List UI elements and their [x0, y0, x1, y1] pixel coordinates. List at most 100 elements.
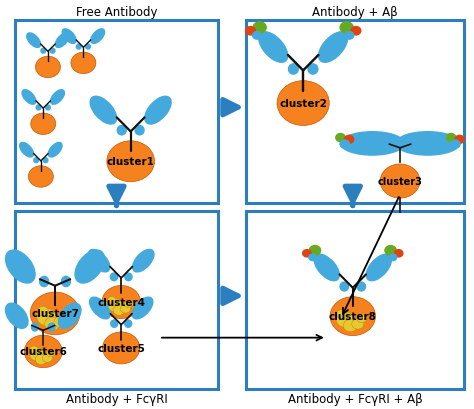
Ellipse shape: [90, 97, 117, 125]
Circle shape: [125, 301, 133, 308]
Ellipse shape: [43, 158, 48, 163]
Text: cluster2: cluster2: [279, 99, 327, 109]
Circle shape: [310, 246, 320, 256]
Ellipse shape: [117, 126, 126, 135]
Circle shape: [389, 254, 397, 261]
Circle shape: [46, 350, 55, 357]
Circle shape: [30, 292, 80, 335]
Ellipse shape: [51, 90, 64, 105]
Text: Free Antibody: Free Antibody: [76, 6, 157, 19]
Ellipse shape: [41, 49, 46, 54]
Ellipse shape: [357, 282, 365, 291]
Circle shape: [336, 134, 345, 142]
Ellipse shape: [308, 65, 318, 75]
Text: cluster1: cluster1: [107, 157, 155, 167]
Circle shape: [340, 23, 353, 34]
Ellipse shape: [62, 276, 71, 287]
Ellipse shape: [89, 250, 110, 272]
Circle shape: [113, 305, 125, 315]
Ellipse shape: [6, 303, 28, 328]
Circle shape: [28, 166, 54, 188]
Circle shape: [107, 142, 155, 182]
Ellipse shape: [135, 126, 144, 135]
Ellipse shape: [27, 34, 41, 48]
Circle shape: [447, 134, 456, 142]
Circle shape: [45, 317, 60, 330]
Ellipse shape: [111, 320, 118, 328]
Circle shape: [246, 27, 255, 36]
Circle shape: [451, 141, 460, 149]
Circle shape: [253, 33, 261, 40]
Circle shape: [35, 355, 47, 364]
FancyBboxPatch shape: [246, 21, 464, 203]
Ellipse shape: [19, 143, 34, 157]
Circle shape: [36, 57, 60, 79]
Text: Antibody + FcγRI + Aβ: Antibody + FcγRI + Aβ: [288, 393, 422, 405]
FancyBboxPatch shape: [15, 211, 218, 389]
Circle shape: [37, 309, 57, 326]
Ellipse shape: [86, 45, 91, 50]
Circle shape: [309, 254, 317, 261]
Ellipse shape: [76, 45, 81, 50]
Circle shape: [102, 332, 140, 364]
Ellipse shape: [40, 276, 49, 287]
Circle shape: [59, 311, 71, 321]
Ellipse shape: [340, 133, 404, 156]
Text: cluster5: cluster5: [97, 343, 145, 353]
Circle shape: [30, 346, 38, 353]
Ellipse shape: [48, 143, 62, 157]
Circle shape: [108, 297, 116, 304]
Ellipse shape: [62, 30, 76, 44]
Ellipse shape: [48, 324, 55, 331]
Ellipse shape: [125, 320, 132, 328]
Circle shape: [385, 246, 396, 256]
FancyBboxPatch shape: [246, 211, 464, 389]
Ellipse shape: [314, 255, 339, 281]
Ellipse shape: [6, 250, 35, 283]
Ellipse shape: [289, 65, 298, 75]
Circle shape: [337, 310, 347, 319]
Ellipse shape: [259, 33, 288, 63]
Circle shape: [37, 307, 48, 316]
Circle shape: [120, 305, 131, 313]
Circle shape: [357, 314, 367, 323]
Circle shape: [345, 33, 354, 40]
Circle shape: [340, 141, 349, 149]
Circle shape: [330, 297, 375, 336]
Text: Antibody + Aβ: Antibody + Aβ: [312, 6, 398, 19]
Circle shape: [303, 250, 311, 257]
Ellipse shape: [36, 106, 41, 111]
Circle shape: [351, 27, 361, 36]
Circle shape: [71, 53, 96, 74]
Ellipse shape: [390, 143, 397, 151]
Circle shape: [336, 312, 354, 328]
Circle shape: [455, 136, 464, 144]
Ellipse shape: [403, 143, 410, 151]
Ellipse shape: [55, 34, 69, 48]
Text: cluster6: cluster6: [19, 346, 67, 357]
Circle shape: [54, 317, 67, 328]
Ellipse shape: [46, 106, 50, 111]
Circle shape: [42, 354, 53, 362]
Circle shape: [344, 136, 354, 144]
Text: cluster7: cluster7: [31, 309, 79, 319]
Circle shape: [343, 320, 357, 332]
Ellipse shape: [145, 97, 171, 125]
Text: cluster8: cluster8: [329, 311, 377, 321]
Ellipse shape: [50, 49, 55, 54]
Ellipse shape: [132, 297, 153, 319]
Circle shape: [394, 250, 403, 257]
Circle shape: [380, 164, 420, 199]
Ellipse shape: [75, 250, 105, 283]
Circle shape: [24, 335, 62, 368]
Ellipse shape: [319, 33, 347, 63]
Circle shape: [107, 299, 122, 312]
Ellipse shape: [110, 273, 118, 281]
Ellipse shape: [340, 282, 348, 291]
Ellipse shape: [34, 158, 38, 163]
Text: Antibody + FcγRI: Antibody + FcγRI: [65, 393, 167, 405]
Text: cluster3: cluster3: [378, 177, 422, 187]
FancyBboxPatch shape: [15, 21, 218, 203]
Ellipse shape: [366, 255, 392, 281]
Circle shape: [29, 348, 45, 361]
